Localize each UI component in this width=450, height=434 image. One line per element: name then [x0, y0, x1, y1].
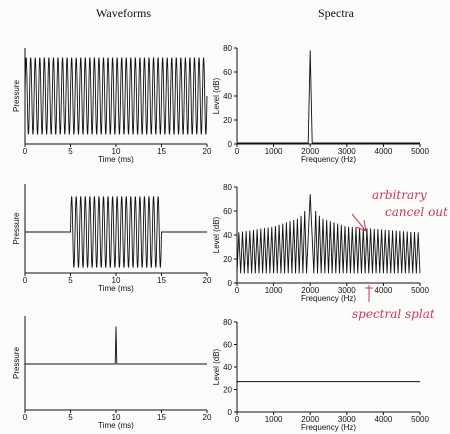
y-tick-label: 0 — [228, 408, 233, 417]
x-tick-label: 2000 — [301, 147, 319, 156]
annotation-spectral-splat: spectral splat — [352, 307, 435, 321]
x-tick-label: 0 — [23, 413, 28, 422]
panel-spec3: 0 1000 2000 3000 4000 5000 0 20 40 60 80 Frequency … — [212, 318, 429, 432]
x-tick-label: 0 — [23, 276, 28, 285]
annotation-pointer — [365, 285, 373, 302]
x-tick-label: 4000 — [375, 286, 393, 295]
x-tick-label: 5000 — [411, 415, 429, 424]
x-tick-label: 3000 — [338, 415, 356, 424]
y-tick-label: 40 — [223, 363, 232, 372]
y-tick-label: 80 — [223, 44, 232, 53]
x-tick-label: 3000 — [338, 147, 356, 156]
x-tick-label: 20 — [203, 413, 212, 422]
y-axis-label: Level (dB) — [212, 216, 221, 253]
x-tick-label: 1000 — [265, 286, 283, 295]
y-tick-label: 40 — [223, 231, 232, 240]
panel-spec1: 0 1000 2000 3000 4000 5000 0 20 40 60 80 Frequency … — [212, 44, 429, 164]
x-tick-label: 5000 — [411, 147, 429, 156]
x-tick-label: 4000 — [375, 415, 393, 424]
x-tick-label: 10 — [112, 276, 121, 285]
x-axis-label: Time (ms) — [98, 284, 134, 293]
panel-wave2: 0 5 10 15 20 Time (ms) Pressure — [12, 184, 212, 293]
x-tick-label: 15 — [157, 413, 166, 422]
series-line — [237, 50, 420, 144]
x-tick-label: 1000 — [265, 415, 283, 424]
x-tick-label: 4000 — [375, 147, 393, 156]
y-axis-label: Level (dB) — [212, 348, 221, 385]
panel-wave1: 0 5 10 15 20 Time (ms) Pressure — [12, 48, 212, 164]
x-tick-label: 10 — [112, 413, 121, 422]
y-axis-label: Pressure — [12, 346, 21, 379]
y-tick-label: 20 — [223, 255, 232, 264]
y-tick-label: 0 — [228, 140, 233, 149]
panel-spec2: 0 1000 2000 3000 4000 5000 0 20 40 60 80 Frequency … — [212, 183, 429, 303]
x-tick-label: 5 — [68, 147, 73, 156]
series-line — [25, 326, 207, 365]
x-tick-label: 0 — [235, 286, 240, 295]
x-tick-label: 10 — [112, 147, 121, 156]
annotation-cancel-out: cancel out — [385, 205, 448, 219]
x-tick-label: 1000 — [265, 147, 283, 156]
panel-wave3: 0 5 10 15 20 Time (ms) Pressure — [12, 316, 212, 430]
x-axis-label: Time (ms) — [98, 155, 134, 164]
annotations-layer: arbitrary cancel out spectral splat — [351, 188, 448, 321]
y-axis-label: Pressure — [12, 79, 21, 112]
x-tick-label: 5 — [68, 276, 73, 285]
annotation-arrow — [351, 213, 367, 232]
series-line — [24, 57, 208, 135]
spectra-heading: Spectra — [318, 6, 354, 20]
y-tick-label: 40 — [223, 92, 232, 101]
y-axis-label: Pressure — [12, 212, 21, 245]
y-tick-label: 0 — [228, 279, 233, 288]
x-tick-label: 20 — [203, 147, 212, 156]
x-axis-label: Frequency (Hz) — [301, 423, 356, 432]
x-tick-label: 15 — [157, 147, 166, 156]
x-tick-label: 5000 — [411, 286, 429, 295]
x-tick-label: 2000 — [301, 286, 319, 295]
y-tick-label: 80 — [223, 183, 232, 192]
y-tick-label: 60 — [223, 68, 232, 77]
x-axis-label: Frequency (Hz) — [301, 155, 356, 164]
series-line — [236, 194, 421, 274]
series-line — [25, 196, 207, 268]
x-tick-label: 0 — [235, 147, 240, 156]
waveforms-heading: Waveforms — [96, 6, 152, 20]
x-tick-label: 3000 — [338, 286, 356, 295]
x-tick-label: 0 — [23, 147, 28, 156]
x-axis-label: Frequency (Hz) — [301, 294, 356, 303]
y-tick-label: 80 — [223, 318, 232, 327]
x-tick-label: 15 — [157, 276, 166, 285]
y-tick-label: 60 — [223, 207, 232, 216]
y-tick-label: 60 — [223, 341, 232, 350]
x-tick-label: 2000 — [301, 415, 319, 424]
y-axis-label: Level (dB) — [212, 77, 221, 114]
y-tick-label: 20 — [223, 386, 232, 395]
x-tick-label: 5 — [68, 413, 73, 422]
y-tick-label: 20 — [223, 116, 232, 125]
annotation-arbitrary: arbitrary — [372, 188, 427, 202]
x-axis-label: Time (ms) — [98, 421, 134, 430]
x-tick-label: 20 — [203, 276, 212, 285]
x-tick-label: 0 — [235, 415, 240, 424]
